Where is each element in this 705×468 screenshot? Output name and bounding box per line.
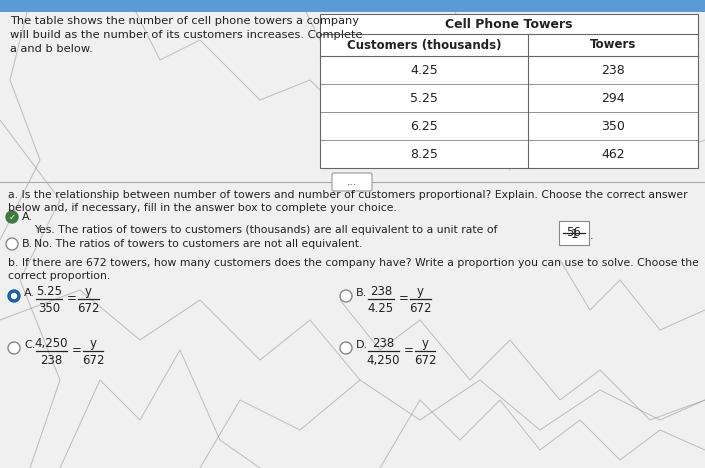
Text: 294: 294 (601, 92, 625, 104)
Text: C.: C. (24, 340, 35, 350)
Text: 238: 238 (601, 64, 625, 76)
Text: D.: D. (356, 340, 368, 350)
Text: 1: 1 (570, 228, 578, 241)
Text: 4,250: 4,250 (367, 354, 400, 367)
Text: Customers (thousands): Customers (thousands) (347, 38, 501, 51)
Text: A.: A. (24, 288, 35, 298)
Text: y: y (417, 285, 424, 298)
Text: 4.25: 4.25 (410, 64, 438, 76)
Circle shape (8, 342, 20, 354)
Text: 462: 462 (601, 147, 625, 161)
Circle shape (6, 211, 18, 223)
Circle shape (340, 342, 352, 354)
Text: =: = (404, 344, 414, 358)
Text: 350: 350 (38, 302, 60, 315)
Text: The table shows the number of cell phone towers a company: The table shows the number of cell phone… (10, 16, 359, 26)
Text: 56: 56 (567, 226, 582, 239)
Text: a and b below.: a and b below. (10, 44, 93, 54)
Text: ✓: ✓ (8, 212, 16, 221)
Text: 5.25: 5.25 (36, 285, 62, 298)
Text: Yes. The ratios of towers to customers (thousands) are all equivalent to a unit : Yes. The ratios of towers to customers (… (34, 225, 498, 235)
Text: 672: 672 (77, 302, 99, 315)
FancyBboxPatch shape (320, 14, 698, 168)
Text: 238: 238 (40, 354, 63, 367)
FancyBboxPatch shape (332, 173, 372, 191)
Text: .: . (590, 231, 594, 241)
Text: B.: B. (356, 288, 367, 298)
Text: A.: A. (22, 212, 33, 222)
Text: a. Is the relationship between number of towers and number of customers proporti: a. Is the relationship between number of… (8, 190, 687, 200)
Text: 672: 672 (82, 354, 104, 367)
Text: 238: 238 (369, 285, 392, 298)
Text: ...: ... (347, 177, 357, 187)
Text: 672: 672 (409, 302, 431, 315)
Text: Cell Phone Towers: Cell Phone Towers (446, 17, 572, 30)
Text: 4,250: 4,250 (35, 337, 68, 350)
Text: b. If there are 672 towers, how many customers does the company have? Write a pr: b. If there are 672 towers, how many cus… (8, 258, 699, 268)
Text: 238: 238 (372, 337, 395, 350)
Circle shape (8, 290, 20, 302)
Text: correct proportion.: correct proportion. (8, 271, 110, 281)
Text: below and, if necessary, fill in the answer box to complete your choice.: below and, if necessary, fill in the ans… (8, 203, 397, 213)
Text: =: = (399, 292, 409, 306)
FancyBboxPatch shape (0, 0, 705, 12)
Text: Towers: Towers (590, 38, 636, 51)
Text: 4.25: 4.25 (368, 302, 394, 315)
Text: =: = (67, 292, 77, 306)
Text: B.: B. (22, 239, 33, 249)
Circle shape (6, 238, 18, 250)
Text: 6.25: 6.25 (410, 119, 438, 132)
Circle shape (340, 290, 352, 302)
FancyBboxPatch shape (559, 221, 589, 245)
Text: y: y (90, 337, 97, 350)
Text: 5.25: 5.25 (410, 92, 438, 104)
Text: 8.25: 8.25 (410, 147, 438, 161)
Text: will build as the number of its customers increases. Complete: will build as the number of its customer… (10, 30, 362, 40)
Circle shape (11, 293, 16, 299)
Text: y: y (85, 285, 92, 298)
Text: No. The ratios of towers to customers are not all equivalent.: No. The ratios of towers to customers ar… (34, 239, 362, 249)
Text: 350: 350 (601, 119, 625, 132)
Text: y: y (422, 337, 429, 350)
Text: =: = (72, 344, 82, 358)
Text: 672: 672 (414, 354, 436, 367)
